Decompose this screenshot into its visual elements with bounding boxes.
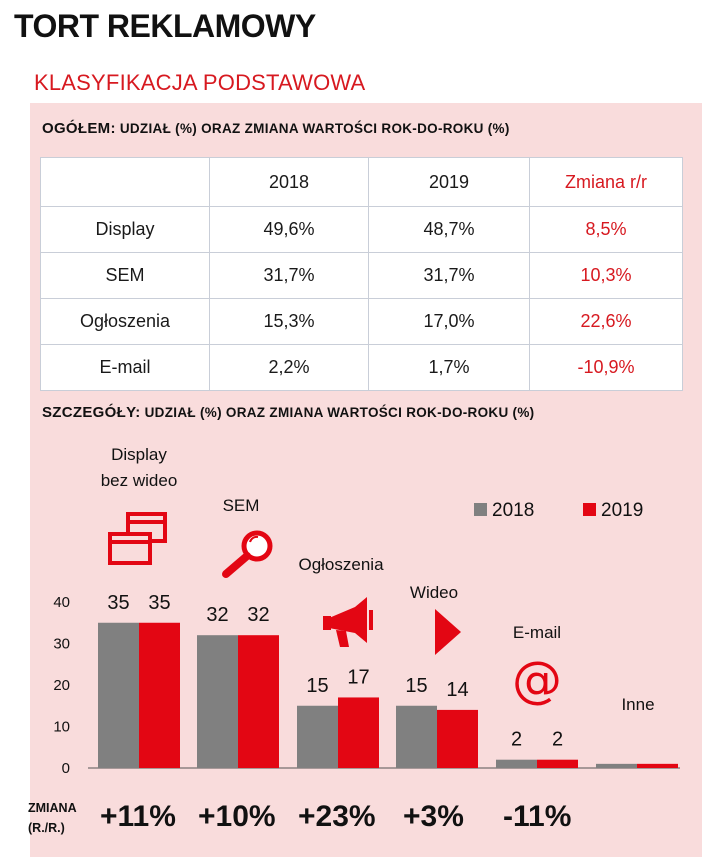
svg-text:@: @: [512, 651, 562, 709]
legend-swatch: [474, 503, 487, 516]
table-header-cell: 2019: [368, 157, 530, 207]
bar-2019: [537, 759, 578, 768]
change-value: +3%: [403, 800, 464, 833]
bar-2018: [596, 763, 637, 768]
table-cell: E-mail: [40, 344, 210, 391]
details-heading-rest: UDZIAŁ (%) ORAZ ZMIANA WARTOŚCI ROK-DO-R…: [144, 405, 535, 420]
table-cell: 17,0%: [368, 298, 530, 345]
page-subtitle: KLASYFIKACJA PODSTAWOWA: [34, 70, 366, 95]
at-sign-icon: @: [512, 651, 562, 709]
y-tick-label: 20: [53, 677, 70, 694]
y-tick-label: 0: [62, 760, 70, 777]
category-label: Ogłoszenia: [298, 555, 384, 574]
bar-2018: [297, 705, 338, 768]
data-label: 14: [446, 679, 468, 701]
bar-2018: [496, 759, 537, 768]
bar-2019: [139, 622, 180, 768]
table-cell: Ogłoszenia: [40, 298, 210, 345]
change-value: +11%: [100, 800, 176, 833]
table-cell: 1,7%: [368, 344, 530, 391]
y-tick-label: 10: [53, 719, 70, 736]
bar-2018: [396, 705, 437, 768]
data-label: 32: [206, 604, 228, 626]
bar-2018: [197, 635, 238, 768]
table-cell: 10,3%: [529, 252, 683, 299]
windows-icon: [108, 512, 167, 565]
data-label: 35: [107, 592, 129, 614]
data-label: 35: [148, 592, 170, 614]
table-header-cell: Zmiana r/r: [529, 157, 683, 207]
change-label-line2: (R./R.): [28, 821, 65, 835]
change-label: ZMIANA (R./R.): [28, 798, 77, 838]
legend-label: 2019: [601, 500, 643, 521]
table-header-cell: 2018: [209, 157, 369, 207]
table-cell: 8,5%: [529, 206, 683, 253]
change-label-line1: ZMIANA: [28, 801, 77, 815]
bar-2019: [437, 709, 478, 768]
legend-label: 2018: [492, 500, 534, 521]
data-label: 32: [247, 604, 269, 626]
bar-2018: [98, 622, 139, 768]
table-cell: SEM: [40, 252, 210, 299]
y-tick-label: 30: [53, 636, 70, 653]
bar-2019: [338, 697, 379, 768]
data-label: 2: [552, 729, 563, 751]
table-header-row: 2018 2019 Zmiana r/r: [40, 157, 683, 207]
table-cell: -10,9%: [529, 344, 683, 391]
category-label: SEM: [223, 496, 260, 515]
table-row: Ogłoszenia 15,3% 17,0% 22,6%: [40, 298, 683, 345]
category-label: Display: [111, 445, 167, 464]
table-cell: 31,7%: [209, 252, 369, 299]
category-label: E-mail: [513, 623, 561, 642]
category-label: bez wideo: [101, 471, 178, 490]
table-cell: 49,6%: [209, 206, 369, 253]
details-heading: SZCZEGÓŁY: UDZIAŁ (%) ORAZ ZMIANA WARTOŚ…: [42, 404, 534, 421]
y-tick-label: 40: [53, 594, 70, 611]
overall-heading: OGÓŁEM: UDZIAŁ (%) ORAZ ZMIANA WARTOŚCI …: [42, 120, 510, 137]
bar-2019: [238, 635, 279, 768]
details-heading-bold: SZCZEGÓŁY:: [42, 404, 141, 421]
overall-heading-rest: UDZIAŁ (%) ORAZ ZMIANA WARTOŚCI ROK-DO-R…: [119, 121, 510, 136]
table-cell: 15,3%: [209, 298, 369, 345]
overall-heading-bold: OGÓŁEM:: [42, 120, 116, 137]
table-row: E-mail 2,2% 1,7% -10,9%: [40, 344, 683, 391]
play-icon: [435, 609, 461, 655]
magnifier-icon: [222, 530, 273, 578]
change-value: +10%: [198, 800, 276, 833]
category-label: Wideo: [410, 583, 458, 602]
legend-swatch: [583, 503, 596, 516]
table-cell: 2,2%: [209, 344, 369, 391]
megaphone-icon: [323, 597, 373, 647]
summary-table: 2018 2019 Zmiana r/r Display 49,6% 48,7%…: [40, 157, 683, 391]
change-value: -11%: [503, 800, 572, 833]
data-label: 15: [405, 675, 427, 697]
data-label: 15: [306, 675, 328, 697]
bar-2019: [637, 763, 678, 768]
change-value: +23%: [298, 800, 376, 833]
page-title: TORT REKLAMOWY: [14, 8, 316, 44]
table-cell: Display: [40, 206, 210, 253]
data-label: 2: [511, 729, 522, 751]
data-label: 17: [347, 666, 369, 688]
category-label: Inne: [621, 695, 654, 714]
